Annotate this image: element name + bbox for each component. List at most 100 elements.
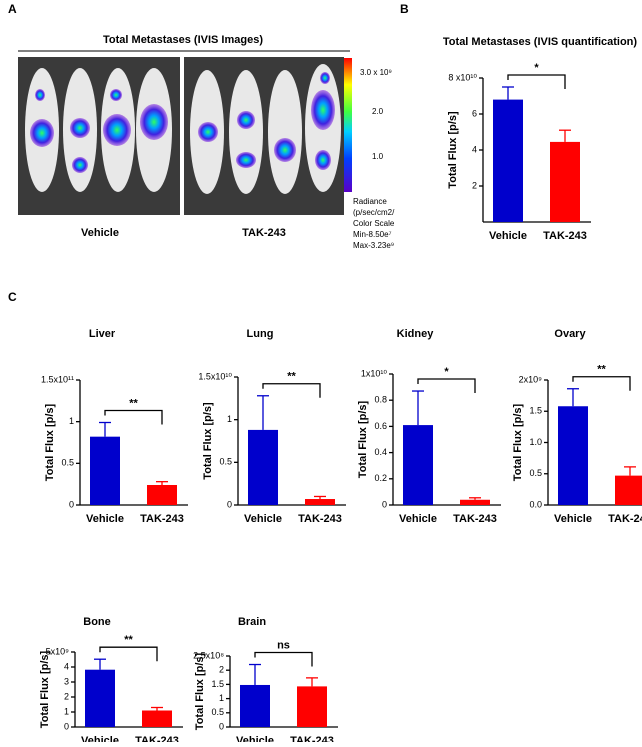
y-tick-label: 0: [382, 499, 387, 509]
y-tick-label: 0.8: [374, 395, 387, 405]
significance-bracket: [262, 383, 321, 398]
y-tick-label: 0.5: [219, 457, 232, 467]
bar: [305, 499, 335, 505]
y-tick-label: 0.5: [211, 707, 224, 717]
y-tick-label: 4: [472, 144, 477, 154]
y-tick-label: 1.5: [529, 406, 542, 416]
x-tick-label: TAK-243: [140, 513, 184, 525]
significance-bracket: [572, 376, 631, 391]
y-tick-label: 1.5x10¹¹: [41, 374, 74, 384]
significance-label: *: [534, 62, 539, 74]
panel-label: C: [8, 290, 17, 304]
bar: [147, 485, 177, 505]
scale-note-line: Max-3.23e⁹: [353, 241, 394, 250]
y-axis-label: Total Flux [p/s]: [39, 650, 51, 728]
bar: [142, 710, 172, 727]
y-tick-label: 1: [64, 706, 69, 716]
y-tick-label: 0: [227, 499, 232, 509]
chart-title: Bone: [83, 616, 111, 628]
significance-bracket: [99, 646, 158, 662]
significance-bracket: [104, 409, 163, 425]
ivis-title: Total Metastases (IVIS Images): [103, 34, 263, 46]
y-tick-label: 6: [472, 108, 477, 118]
y-tick-label: 5x10⁹: [46, 646, 70, 656]
bar: [248, 429, 278, 505]
y-tick-label: 2x10⁹: [519, 374, 543, 384]
scale-label: 1.0: [372, 152, 384, 161]
scale-note-line: Color Scale: [353, 219, 395, 228]
y-tick-label: 3: [64, 676, 69, 686]
x-tick-label: Vehicle: [86, 513, 124, 525]
y-tick-label: 0.2: [374, 473, 387, 483]
y-tick-label: 4: [64, 661, 69, 671]
y-tick-label: 2: [64, 691, 69, 701]
chart-title: Ovary: [554, 328, 586, 340]
scale-note-line: Min-8.50e⁷: [353, 230, 392, 239]
bar: [460, 499, 490, 505]
y-tick-label: 1.0: [529, 437, 542, 447]
bar: [615, 475, 642, 505]
scale-label: 3.0 x 10⁹: [360, 68, 392, 77]
chart-title: Total Metastases (IVIS quantification): [443, 36, 637, 48]
y-axis-label: Total Flux [p/s]: [357, 400, 369, 478]
y-tick-label: 1.5: [211, 679, 224, 689]
bar: [550, 141, 580, 222]
y-tick-label: 2: [219, 665, 224, 675]
x-tick-label: TAK-243: [290, 735, 334, 742]
significance-bracket: [507, 74, 566, 89]
bar: [297, 686, 327, 727]
y-tick-label: 2.5x10⁸: [193, 650, 224, 660]
x-tick-label: Vehicle: [489, 230, 527, 242]
group-label: TAK-243: [242, 227, 286, 239]
significance-bracket: [254, 651, 313, 667]
signal: [30, 72, 335, 173]
x-tick-label: Vehicle: [244, 513, 282, 525]
bar: [493, 99, 523, 222]
y-tick-label: 0.6: [374, 421, 387, 431]
significance-bracket: [417, 378, 476, 394]
bar: [403, 425, 433, 505]
bar: [90, 436, 120, 505]
y-tick-label: 1.5x10¹⁰: [198, 371, 232, 381]
scale-note: Radiance (p/sec/cm2/Color Scale Min-8.50e⁷…: [353, 197, 395, 250]
chart-title: Brain: [238, 616, 266, 628]
significance-label: **: [129, 397, 138, 409]
x-tick-label: Vehicle: [81, 735, 119, 742]
y-axis-label: Total Flux [p/s]: [194, 652, 206, 730]
scale-note-line: (p/sec/cm2/: [353, 208, 395, 217]
color-scale: [344, 58, 352, 192]
panel-label: B: [400, 2, 409, 16]
bar: [85, 669, 115, 727]
scale-label: 2.0: [372, 107, 384, 116]
significance-label: **: [287, 371, 296, 383]
y-tick-label: 2: [472, 180, 477, 190]
x-tick-label: Vehicle: [399, 513, 437, 525]
bar: [558, 406, 588, 505]
y-tick-label: 1x10¹⁰: [361, 368, 388, 378]
y-axis-label: Total Flux [p/s]: [512, 403, 524, 481]
y-tick-label: 0: [69, 499, 74, 509]
y-tick-label: 0.4: [374, 447, 387, 457]
y-tick-label: 0: [64, 721, 69, 731]
x-tick-label: TAK-243: [453, 513, 497, 525]
y-tick-label: 0.5: [61, 458, 74, 468]
y-tick-label: 1: [219, 693, 224, 703]
chart-title: Kidney: [397, 328, 435, 340]
significance-label: ns: [277, 639, 290, 651]
y-tick-label: 1: [227, 414, 232, 424]
x-tick-label: TAK-243: [543, 230, 587, 242]
chart-title: Lung: [247, 328, 274, 340]
y-tick-label: 0: [219, 721, 224, 731]
x-tick-label: Vehicle: [554, 513, 592, 525]
y-tick-label: 8 x10¹⁰: [448, 72, 477, 82]
bar: [240, 684, 270, 727]
x-tick-label: TAK-243: [608, 513, 642, 525]
panel-label: A: [8, 2, 17, 16]
ivis-images: [18, 57, 344, 215]
group-label: Vehicle: [81, 227, 119, 239]
y-axis-label: Total Flux [p/s]: [44, 403, 56, 481]
y-tick-label: 1: [69, 416, 74, 426]
y-axis-label: Total Flux [p/s]: [447, 111, 459, 189]
